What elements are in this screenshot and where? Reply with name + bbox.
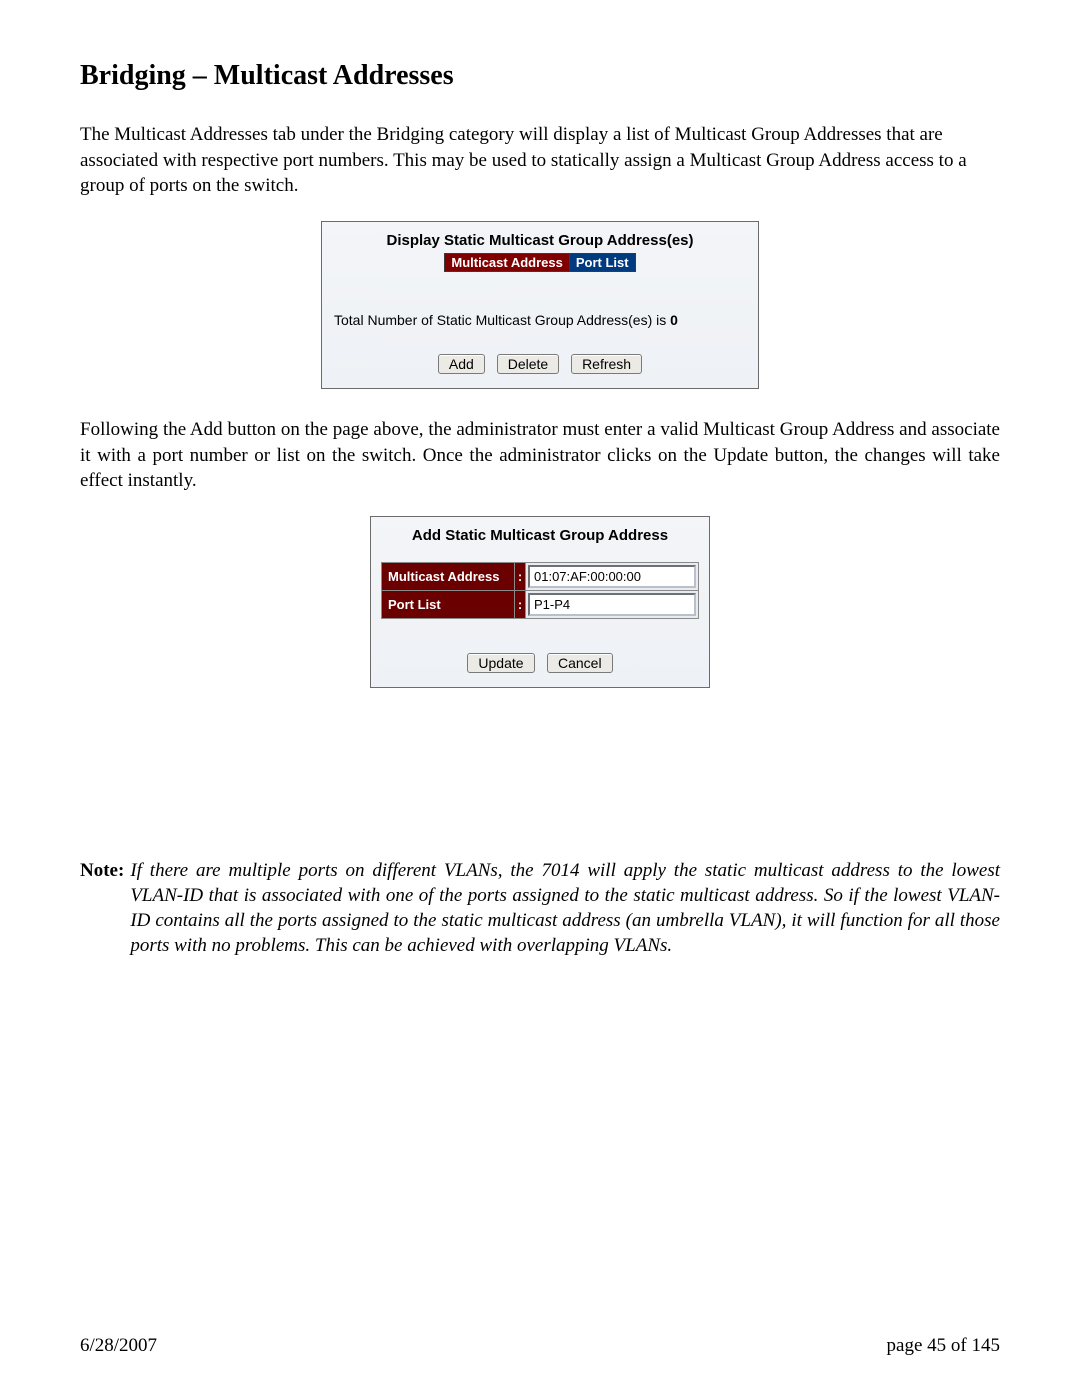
update-button[interactable]: Update [467, 653, 534, 673]
display-multicast-panel: Display Static Multicast Group Address(e… [321, 221, 759, 389]
table-row: Multicast Address : [382, 562, 699, 590]
refresh-button[interactable]: Refresh [571, 354, 642, 374]
count-prefix: Total Number of Static Multicast Group A… [334, 312, 670, 328]
page-title: Bridging – Multicast Addresses [80, 60, 1000, 92]
delete-button[interactable]: Delete [497, 354, 559, 374]
mid-paragraph: Following the Add button on the page abo… [80, 417, 1000, 494]
footer-date: 6/28/2007 [80, 1335, 157, 1357]
intro-paragraph: The Multicast Addresses tab under the Br… [80, 122, 1000, 199]
add-form-table: Multicast Address : Port List : [381, 562, 699, 619]
panel1-title: Display Static Multicast Group Address(e… [330, 232, 750, 249]
page-footer: 6/28/2007 page 45 of 145 [80, 1335, 1000, 1357]
multicast-address-input[interactable] [528, 565, 696, 588]
document-page: Bridging – Multicast Addresses The Multi… [0, 0, 1080, 1397]
panel1-column-headers: Multicast Address Port List [330, 253, 750, 272]
add-button[interactable]: Add [438, 354, 485, 374]
column-header-multicast-address: Multicast Address [444, 253, 570, 272]
table-row: Port List : [382, 590, 699, 618]
add-multicast-panel: Add Static Multicast Group Address Multi… [370, 516, 710, 688]
cancel-button[interactable]: Cancel [547, 653, 613, 673]
total-count-line: Total Number of Static Multicast Group A… [334, 312, 746, 328]
colon: : [515, 562, 526, 590]
note-label: Note: [80, 858, 124, 958]
panel2-title: Add Static Multicast Group Address [381, 527, 699, 544]
port-list-input[interactable] [528, 593, 696, 616]
panel1-button-row: Add Delete Refresh [330, 354, 750, 374]
column-header-port-list: Port List [570, 253, 636, 272]
colon: : [515, 590, 526, 618]
input-cell-port-list [526, 590, 699, 618]
label-port-list: Port List [382, 590, 515, 618]
count-value: 0 [670, 312, 678, 328]
note-body: If there are multiple ports on different… [130, 858, 1000, 958]
panel2-button-row: Update Cancel [381, 653, 699, 673]
footer-page-number: page 45 of 145 [887, 1335, 1000, 1357]
input-cell-multicast-address [526, 562, 699, 590]
note-block: Note: If there are multiple ports on dif… [80, 858, 1000, 958]
label-multicast-address: Multicast Address [382, 562, 515, 590]
